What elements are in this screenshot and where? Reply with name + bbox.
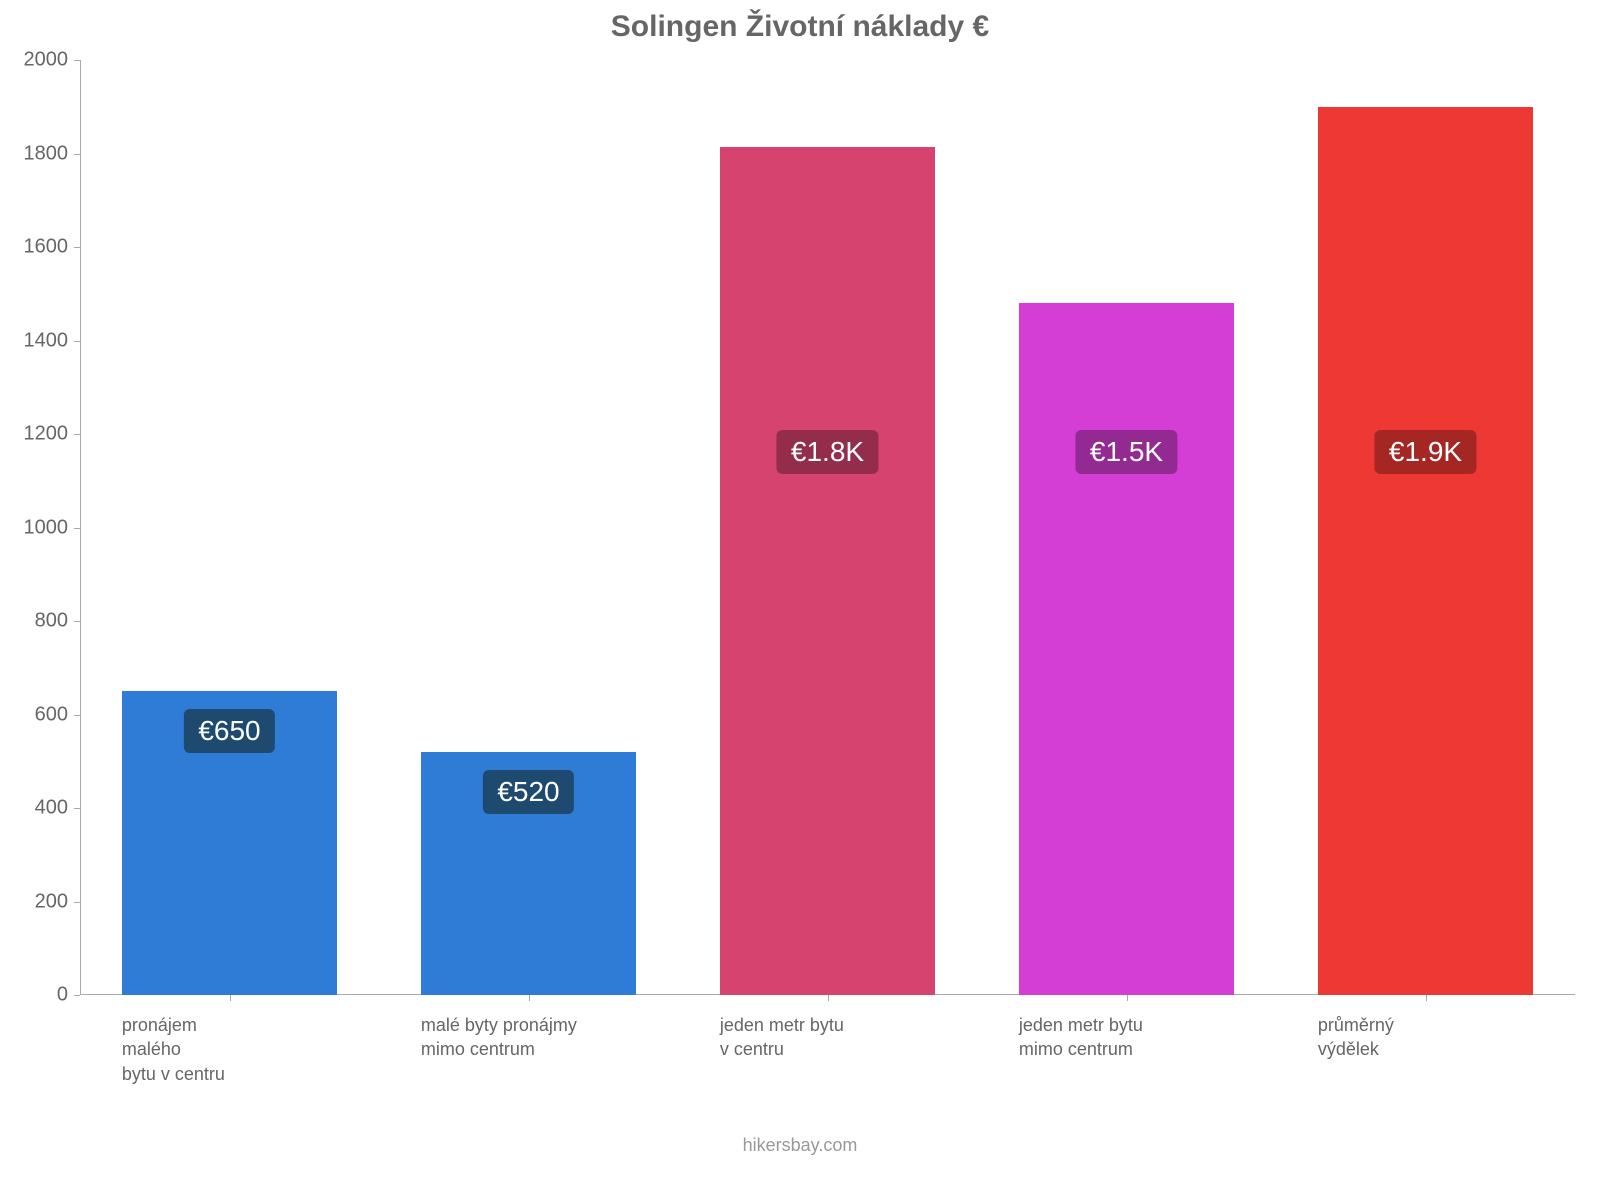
plot-area: 0200400600800100012001400160018002000€65… xyxy=(80,60,1575,995)
y-tick-label: 400 xyxy=(35,797,68,820)
bar-value-badge: €1.5K xyxy=(1076,430,1177,474)
y-tick-mark xyxy=(74,434,80,435)
y-tick-label: 1000 xyxy=(24,516,69,539)
y-tick-mark xyxy=(74,528,80,529)
bar: €1.9K xyxy=(1318,107,1533,995)
bar: €520 xyxy=(421,752,636,995)
bar: €1.5K xyxy=(1019,303,1234,995)
y-tick-mark xyxy=(74,995,80,996)
chart-container: Solingen Životní náklady € 0200400600800… xyxy=(0,0,1600,1200)
x-tick-mark xyxy=(230,995,231,1001)
bar-value-badge: €520 xyxy=(483,770,573,814)
x-tick-mark xyxy=(828,995,829,1001)
y-tick-mark xyxy=(74,808,80,809)
y-tick-label: 2000 xyxy=(24,49,69,72)
x-tick-mark xyxy=(1127,995,1128,1001)
bar: €1.8K xyxy=(720,147,935,996)
y-tick-label: 1400 xyxy=(24,329,69,352)
bar-value-badge: €1.9K xyxy=(1375,430,1476,474)
bar-value-badge: €650 xyxy=(184,709,274,753)
attribution-text: hikersbay.com xyxy=(0,1135,1600,1156)
x-tick-label: jeden metr bytu mimo centrum xyxy=(1019,1013,1234,1062)
x-tick-label: malé byty pronájmy mimo centrum xyxy=(421,1013,636,1062)
y-tick-mark xyxy=(74,621,80,622)
y-tick-mark xyxy=(74,247,80,248)
y-tick-label: 0 xyxy=(57,984,68,1007)
y-tick-label: 1800 xyxy=(24,142,69,165)
x-tick-label: pronájem malého bytu v centru xyxy=(122,1013,337,1086)
y-tick-label: 800 xyxy=(35,610,68,633)
y-tick-mark xyxy=(74,154,80,155)
y-tick-label: 200 xyxy=(35,890,68,913)
y-axis-line xyxy=(80,60,81,995)
y-tick-label: 1200 xyxy=(24,423,69,446)
x-tick-label: průměrný výdělek xyxy=(1318,1013,1533,1062)
y-tick-mark xyxy=(74,341,80,342)
y-tick-mark xyxy=(74,715,80,716)
x-tick-mark xyxy=(1426,995,1427,1001)
x-tick-mark xyxy=(529,995,530,1001)
bar-value-badge: €1.8K xyxy=(777,430,878,474)
y-tick-label: 1600 xyxy=(24,236,69,259)
y-tick-mark xyxy=(74,60,80,61)
bar: €650 xyxy=(122,691,337,995)
chart-title: Solingen Životní náklady € xyxy=(0,10,1600,44)
y-tick-mark xyxy=(74,902,80,903)
x-tick-label: jeden metr bytu v centru xyxy=(720,1013,935,1062)
y-tick-label: 600 xyxy=(35,703,68,726)
